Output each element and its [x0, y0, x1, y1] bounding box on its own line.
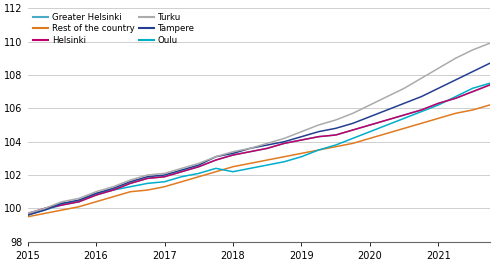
Legend: Greater Helsinki, Rest of the country, Helsinki, Turku, Tampere, Oulu: Greater Helsinki, Rest of the country, H… — [32, 12, 196, 46]
